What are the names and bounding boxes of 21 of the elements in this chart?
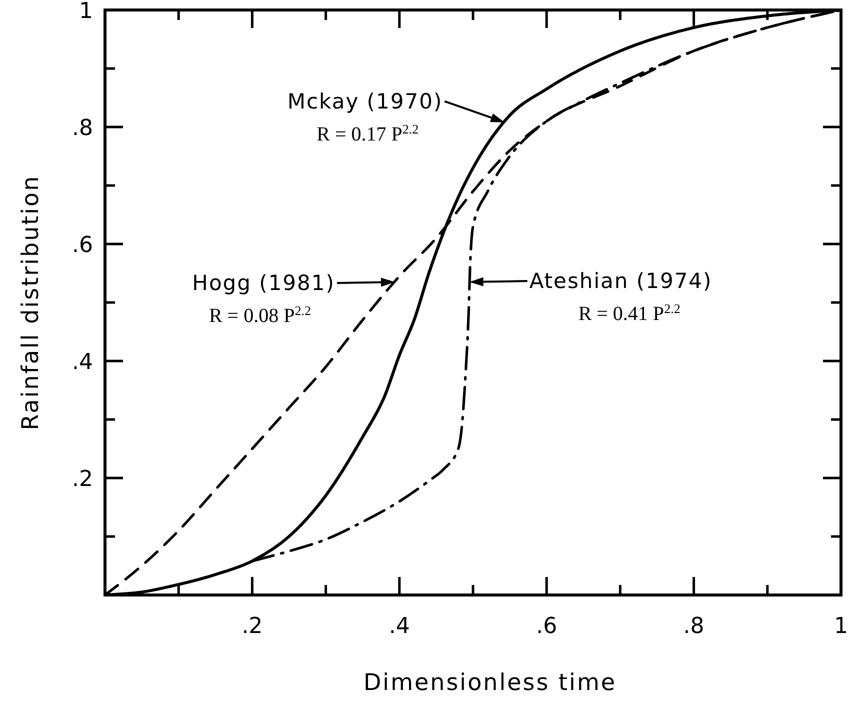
x-tick-label: .2 [242, 614, 263, 639]
y-tick-label: .2 [72, 467, 93, 492]
x-tick-label: .6 [536, 614, 558, 639]
labelled-arrow: Hogg (1981) [192, 271, 395, 296]
y-tick-label: 1 [79, 0, 93, 24]
y-tick-label: .8 [72, 116, 93, 141]
y-axis-title: Rainfall distribution [18, 174, 44, 430]
labelled-arrow: Mckay (1970) [287, 89, 505, 122]
y-tick-label: .4 [72, 350, 93, 375]
annotation: Mckay (1970) [287, 89, 443, 114]
annotation: Hogg (1981) [192, 271, 335, 296]
annotation: R = 0.08 P$^{2.2}$ [208, 302, 311, 328]
labelled-arrow: Ateshian (1974) [469, 269, 712, 294]
y-tick-label: .6 [72, 233, 93, 258]
x-axis-title: Dimensionless time [363, 670, 617, 696]
x-tick-label: .8 [683, 614, 704, 639]
x-tick-label: .4 [388, 614, 410, 639]
annotation: R = 0.41 P$^{2.2}$ [578, 300, 680, 326]
x-tick-label: 1 [834, 614, 848, 639]
annotation: R = 0.17 P$^{2.2}$ [316, 120, 419, 146]
annotation: Ateshian (1974) [529, 269, 712, 294]
